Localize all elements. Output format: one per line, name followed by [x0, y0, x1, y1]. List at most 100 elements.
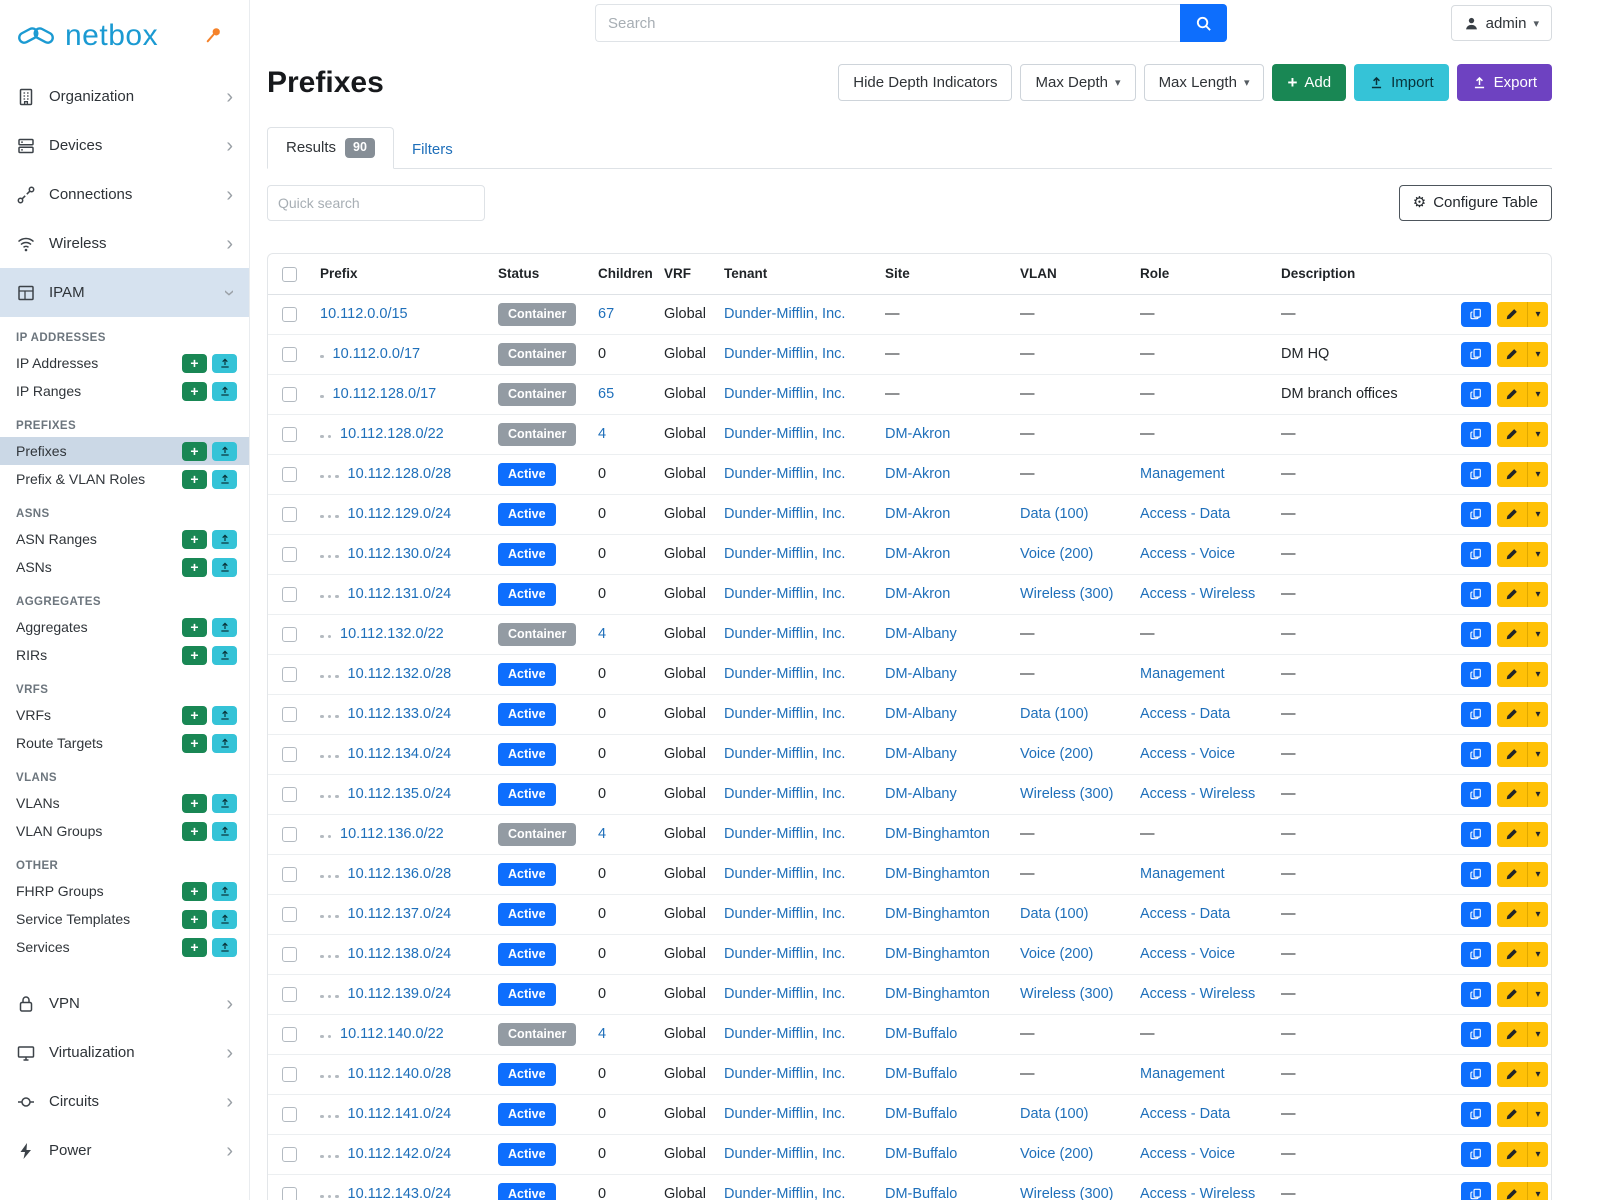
- tenant-link[interactable]: Dunder-Mifflin, Inc.: [724, 546, 846, 563]
- row-checkbox[interactable]: [282, 426, 297, 442]
- row-checkbox[interactable]: [282, 346, 297, 362]
- sidebar-item-devices[interactable]: Devices ›: [0, 121, 249, 170]
- edit-button[interactable]: [1497, 1061, 1527, 1087]
- import-button[interactable]: [212, 793, 237, 813]
- sidebar-item-asn-ranges[interactable]: ASN Ranges +: [0, 525, 249, 553]
- edit-dropdown-button[interactable]: ▾: [1527, 781, 1548, 807]
- import-button[interactable]: [212, 937, 237, 957]
- copy-button[interactable]: [1461, 1101, 1491, 1127]
- prefix-link[interactable]: 10.112.129.0/24: [347, 506, 452, 523]
- import-button[interactable]: Import: [1354, 64, 1449, 101]
- edit-dropdown-button[interactable]: ▾: [1527, 1181, 1548, 1200]
- site-link[interactable]: DM-Binghamton: [885, 986, 990, 1003]
- import-button[interactable]: [212, 645, 237, 665]
- tenant-link[interactable]: Dunder-Mifflin, Inc.: [724, 706, 846, 723]
- add-button[interactable]: +: [182, 469, 207, 489]
- edit-dropdown-button[interactable]: ▾: [1527, 541, 1548, 567]
- row-checkbox[interactable]: [282, 1106, 297, 1122]
- edit-dropdown-button[interactable]: ▾: [1527, 701, 1548, 727]
- export-button[interactable]: Export: [1456, 64, 1552, 101]
- select-all-checkbox[interactable]: [282, 266, 297, 282]
- role-link[interactable]: Access - Voice: [1140, 1146, 1236, 1163]
- role-link[interactable]: Management: [1140, 466, 1225, 483]
- sidebar-item-services[interactable]: Services +: [0, 933, 249, 961]
- column-header-role[interactable]: Role: [1130, 253, 1271, 295]
- role-link[interactable]: Access - Data: [1140, 1106, 1231, 1123]
- prefix-link[interactable]: 10.112.140.0/28: [347, 1066, 452, 1083]
- copy-button[interactable]: [1461, 1061, 1491, 1087]
- row-checkbox[interactable]: [282, 586, 297, 602]
- children-link[interactable]: 4: [598, 826, 607, 843]
- prefix-link[interactable]: 10.112.142.0/24: [347, 1146, 452, 1163]
- prefix-link[interactable]: 10.112.135.0/24: [347, 786, 452, 803]
- edit-button[interactable]: [1497, 1141, 1527, 1167]
- copy-button[interactable]: [1461, 581, 1491, 607]
- site-link[interactable]: DM-Akron: [885, 506, 951, 523]
- edit-button[interactable]: [1497, 341, 1527, 367]
- add-button[interactable]: +: [182, 381, 207, 401]
- edit-dropdown-button[interactable]: ▾: [1527, 461, 1548, 487]
- edit-dropdown-button[interactable]: ▾: [1527, 581, 1548, 607]
- copy-button[interactable]: [1461, 381, 1491, 407]
- import-button[interactable]: [212, 617, 237, 637]
- prefix-link[interactable]: 10.112.133.0/24: [347, 706, 452, 723]
- site-link[interactable]: DM-Akron: [885, 586, 951, 603]
- site-link[interactable]: DM-Akron: [885, 426, 951, 443]
- import-button[interactable]: [212, 469, 237, 489]
- edit-dropdown-button[interactable]: ▾: [1527, 501, 1548, 527]
- row-checkbox[interactable]: [282, 826, 297, 842]
- tenant-link[interactable]: Dunder-Mifflin, Inc.: [724, 1186, 846, 1200]
- import-button[interactable]: [212, 441, 237, 461]
- row-checkbox[interactable]: [282, 986, 297, 1002]
- row-checkbox[interactable]: [282, 666, 297, 682]
- role-link[interactable]: Access - Wireless: [1140, 586, 1256, 603]
- copy-button[interactable]: [1461, 541, 1491, 567]
- edit-button[interactable]: [1497, 661, 1527, 687]
- role-link[interactable]: Access - Wireless: [1140, 786, 1256, 803]
- search-input[interactable]: [595, 4, 1180, 42]
- import-button[interactable]: [212, 353, 237, 373]
- search-button[interactable]: [1180, 4, 1227, 42]
- pin-icon[interactable]: [205, 26, 223, 44]
- max-length-dropdown[interactable]: Max Length ▾: [1143, 64, 1265, 101]
- add-button[interactable]: +: [182, 937, 207, 957]
- tenant-link[interactable]: Dunder-Mifflin, Inc.: [724, 386, 846, 403]
- row-checkbox[interactable]: [282, 1146, 297, 1162]
- role-link[interactable]: Access - Voice: [1140, 946, 1236, 963]
- edit-dropdown-button[interactable]: ▾: [1527, 1101, 1548, 1127]
- copy-button[interactable]: [1461, 861, 1491, 887]
- row-checkbox[interactable]: [282, 546, 297, 562]
- sidebar-item-rirs[interactable]: RIRs +: [0, 641, 249, 669]
- site-link[interactable]: DM-Binghamton: [885, 866, 990, 883]
- prefix-link[interactable]: 10.112.138.0/24: [347, 946, 452, 963]
- copy-button[interactable]: [1461, 741, 1491, 767]
- copy-button[interactable]: [1461, 1021, 1491, 1047]
- copy-button[interactable]: [1461, 981, 1491, 1007]
- edit-button[interactable]: [1497, 741, 1527, 767]
- site-link[interactable]: DM-Albany: [885, 706, 957, 723]
- copy-button[interactable]: [1461, 821, 1491, 847]
- add-button[interactable]: + Add: [1272, 64, 1347, 101]
- tenant-link[interactable]: Dunder-Mifflin, Inc.: [724, 586, 846, 603]
- role-link[interactable]: Management: [1140, 866, 1225, 883]
- tenant-link[interactable]: Dunder-Mifflin, Inc.: [724, 346, 846, 363]
- site-link[interactable]: DM-Binghamton: [885, 946, 990, 963]
- tenant-link[interactable]: Dunder-Mifflin, Inc.: [724, 426, 846, 443]
- import-button[interactable]: [212, 821, 237, 841]
- site-link[interactable]: DM-Buffalo: [885, 1146, 958, 1163]
- children-link[interactable]: 4: [598, 626, 607, 643]
- sidebar-item-vlans[interactable]: VLANs +: [0, 789, 249, 817]
- sidebar-item-vlan-groups[interactable]: VLAN Groups +: [0, 817, 249, 845]
- role-link[interactable]: Access - Data: [1140, 906, 1231, 923]
- import-button[interactable]: [212, 529, 237, 549]
- copy-button[interactable]: [1461, 421, 1491, 447]
- sidebar-item-asns[interactable]: ASNs +: [0, 553, 249, 581]
- row-checkbox[interactable]: [282, 866, 297, 882]
- copy-button[interactable]: [1461, 1181, 1491, 1200]
- tenant-link[interactable]: Dunder-Mifflin, Inc.: [724, 826, 846, 843]
- role-link[interactable]: Access - Wireless: [1140, 986, 1256, 1003]
- edit-button[interactable]: [1497, 861, 1527, 887]
- sidebar-item-service-templates[interactable]: Service Templates +: [0, 905, 249, 933]
- netbox-brand[interactable]: netbox: [0, 0, 249, 64]
- vlan-link[interactable]: Wireless (300): [1020, 1186, 1114, 1200]
